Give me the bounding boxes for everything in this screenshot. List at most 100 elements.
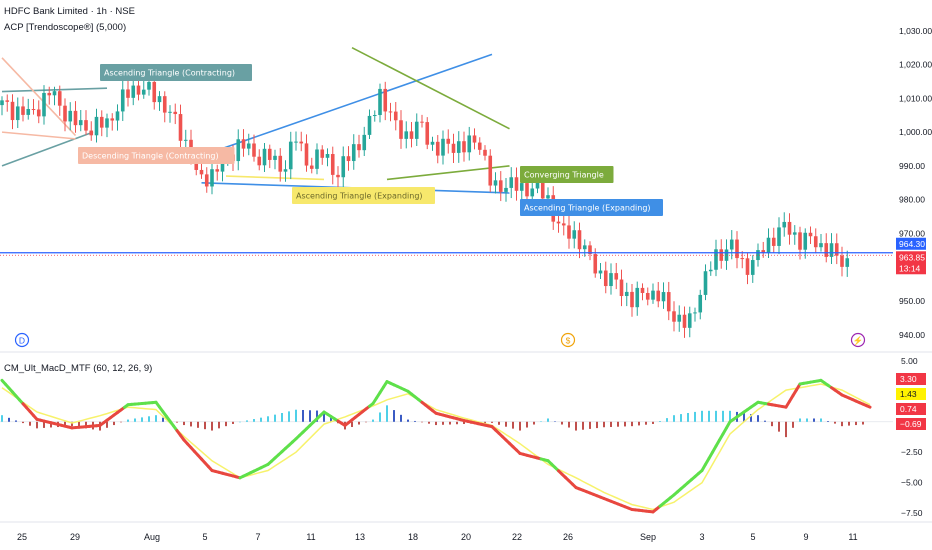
candle-body: [619, 279, 624, 297]
pattern-label[interactable]: Ascending Triangle (Expanding): [524, 204, 651, 213]
pattern-label[interactable]: Descending Triangle (Contracting): [82, 152, 219, 161]
macd-value-tag[interactable]: [896, 388, 926, 400]
candle-body: [10, 101, 15, 121]
candle-body: [525, 183, 529, 197]
pattern-trendline[interactable]: [201, 53, 493, 157]
event-marker-label: ⚡: [853, 336, 864, 347]
macd-histogram-bar: [722, 410, 724, 422]
event-marker-label: $: [566, 336, 571, 346]
price-axis-tick: 1,020.00: [899, 60, 932, 70]
candle-body: [714, 249, 718, 270]
candle-body: [409, 131, 414, 139]
pattern-label-box[interactable]: [520, 166, 614, 183]
chart-title: HDFC Bank Limited · 1h · NSE: [4, 6, 135, 17]
pattern-trendline[interactable]: [1, 57, 77, 137]
candle-body: [593, 254, 598, 274]
candle-body: [845, 258, 850, 267]
candle-body: [535, 180, 540, 189]
candle-body: [493, 180, 498, 186]
macd-histogram-bar: [141, 417, 143, 422]
pattern-label[interactable]: Ascending Triangle (Expanding): [296, 192, 423, 201]
candle-body: [168, 111, 172, 113]
candle-body: [504, 187, 508, 192]
pattern-label-box[interactable]: [100, 64, 252, 81]
last-price-tag[interactable]: [896, 251, 926, 275]
candle-body: [252, 143, 256, 157]
candle-body: [346, 156, 351, 162]
pattern-label[interactable]: Converging Triangle: [524, 171, 604, 180]
candle-body: [498, 180, 503, 192]
macd-histogram-bar: [834, 421, 836, 424]
event-marker-icon[interactable]: [14, 332, 30, 348]
macd-histogram-bar: [400, 414, 402, 422]
macd-value-tag[interactable]: [896, 418, 926, 430]
pattern-label[interactable]: Ascending Triangle (Contracting): [104, 69, 235, 78]
candle-body: [603, 270, 608, 287]
candle-body: [666, 292, 671, 312]
macd-histogram-bar: [1, 415, 3, 422]
candle-body: [840, 255, 844, 267]
candle-body: [246, 143, 251, 149]
pattern-trendline[interactable]: [225, 175, 325, 181]
pattern-label-box[interactable]: [292, 187, 435, 204]
macd-histogram-bar: [645, 421, 647, 425]
candle-body: [99, 116, 104, 128]
macd-histogram-bar: [239, 421, 241, 423]
macd-histogram-bar: [533, 421, 535, 425]
macd-histogram-bar: [113, 421, 115, 426]
candle-body: [372, 115, 377, 117]
macd-histogram-bar: [813, 418, 815, 422]
candle-body: [357, 144, 361, 151]
candle-body: [703, 271, 708, 295]
candle-body: [430, 141, 435, 145]
macd-histogram-bar: [71, 421, 73, 427]
time-axis-tick: 11: [306, 532, 315, 542]
macd-axis-tick: −2.50: [901, 447, 923, 457]
macd-value-tag[interactable]: [896, 373, 926, 385]
pattern-label-box[interactable]: [520, 199, 663, 216]
time-axis-tick: 22: [512, 532, 522, 542]
ref-price-tag[interactable]: [896, 237, 926, 250]
candle-body: [661, 292, 666, 302]
price-axis-tick: 950.00: [899, 296, 925, 306]
candle-body: [698, 294, 703, 313]
candle-body: [136, 85, 141, 95]
macd-histogram-bar: [491, 421, 493, 423]
pattern-label-box[interactable]: [78, 147, 235, 164]
macd-histogram-bar: [106, 421, 108, 428]
indicator-label-macd[interactable]: CM_Ult_MacD_MTF (60, 12, 26, 9): [4, 363, 153, 374]
candle-body: [199, 169, 204, 175]
ref-price-text: 964.30: [899, 239, 925, 249]
price-axis-tick: 970.00: [899, 228, 925, 238]
time-axis-tick: 26: [563, 532, 573, 542]
macd-histogram-bar: [309, 410, 311, 422]
macd-value-text: −0.69: [900, 419, 922, 429]
candle-body: [341, 156, 346, 178]
event-marker-icon[interactable]: [560, 332, 576, 348]
time-axis-tick: Sep: [640, 532, 656, 542]
macd-histogram-bar: [428, 421, 430, 424]
candle-body: [782, 221, 787, 228]
candle-body: [735, 239, 739, 259]
candle-body: [582, 245, 587, 250]
macd-histogram-bar: [449, 421, 451, 425]
event-marker-icon[interactable]: [850, 332, 866, 348]
candle-body: [740, 258, 745, 260]
candle-body: [750, 260, 755, 275]
macd-histogram-bar: [575, 421, 577, 431]
macd-value-tag[interactable]: [896, 403, 926, 415]
macd-histogram-bar: [701, 410, 703, 422]
macd-histogram-bar: [617, 421, 619, 427]
macd-histogram-bar: [120, 421, 122, 423]
signal-line[interactable]: [1, 383, 871, 511]
pattern-trendline[interactable]: [351, 46, 510, 130]
macd-histogram-bar: [715, 410, 717, 422]
pattern-trendline[interactable]: [1, 131, 76, 140]
macd-histogram-bar: [652, 421, 654, 424]
macd-histogram-bar: [246, 420, 248, 422]
indicator-label-acp[interactable]: ACP [Trendoscope®] (5,000): [4, 22, 127, 33]
pattern-trendline[interactable]: [1, 131, 94, 167]
candle-body: [514, 177, 519, 191]
